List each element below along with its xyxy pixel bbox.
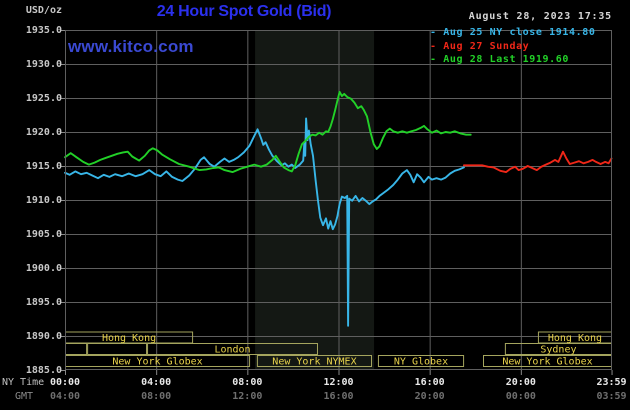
y-tick-label: 1920.0	[25, 126, 62, 138]
gmt-time-tick-label: 00:00	[505, 391, 536, 402]
gmt-time-tick-label: 08:00	[141, 391, 172, 402]
session-label: NY Globex	[394, 357, 448, 368]
axis-ticks	[60, 30, 613, 375]
session-label: New York NYMEX	[272, 357, 356, 368]
session-label: Hong Kong	[102, 333, 156, 344]
session-box-ny-globex	[377, 355, 465, 367]
gridlines	[65, 30, 612, 370]
legend-entry-aug28: - Aug 28 Last 1919.60	[430, 54, 570, 65]
y-tick-label: 1895.0	[25, 296, 62, 308]
gmt-time-tick-label: 03:59	[596, 391, 627, 402]
session-label: Sydney	[540, 345, 576, 356]
series-aug25-close	[64, 117, 465, 327]
kitco-watermark-link[interactable]: www.kitco.com	[68, 37, 194, 56]
plot-border	[65, 30, 612, 370]
y-tick-label: 1925.0	[25, 92, 62, 104]
series-aug28-current	[64, 90, 472, 174]
ny-time-tick-label: 20:00	[505, 377, 536, 388]
session-box-london	[147, 343, 318, 355]
y-tick-label: 1930.0	[25, 58, 62, 70]
legend-entry-aug27: - Aug 27 Sunday	[430, 40, 530, 52]
y-tick-label: 1905.0	[25, 228, 62, 240]
y-tick-label: 1915.0	[25, 160, 62, 172]
ny-time-tick-label: 16:00	[414, 377, 445, 388]
y-tick-label: 1910.0	[25, 194, 62, 206]
y-tick-label: 1900.0	[25, 262, 62, 274]
session-box	[87, 343, 148, 355]
chart-datetime: August 28, 2023 17:35	[468, 11, 612, 22]
session-label: New York Globex	[502, 357, 592, 368]
y-tick-label: 1885.0	[25, 364, 62, 376]
gmt-time-tick-label: 16:00	[323, 391, 354, 402]
ny-time-tick-label: 23:59	[596, 377, 627, 388]
legend-entry-aug25: - Aug 25 NY close 1914.80	[430, 27, 596, 38]
session-label: London	[214, 345, 250, 356]
ny-time-tick-label: 08:00	[232, 377, 263, 388]
session-box-new-york-nymex	[256, 355, 373, 367]
gmt-time-tick-label: 20:00	[414, 391, 445, 402]
gmt-time-tick-label: 04:00	[49, 391, 81, 402]
series-aug27-sunday	[462, 150, 613, 174]
session-label: Hong Kong	[548, 333, 602, 344]
session-box	[65, 343, 88, 355]
gmt-time-tick-label: 12:00	[232, 391, 263, 402]
y-axis-units-label: USD/oz	[25, 5, 62, 16]
ny-time-tick-label: 00:00	[49, 377, 81, 388]
ny-time-axis-label: NY Time	[2, 377, 45, 388]
gmt-axis-label: GMT	[14, 391, 34, 402]
y-tick-label: 1890.0	[25, 330, 62, 342]
ny-time-tick-label: 04:00	[141, 377, 172, 388]
session-label: New York Globex	[112, 357, 202, 368]
chart-title: 24 Hour Spot Gold (Bid)	[156, 3, 332, 20]
ny-time-tick-label: 12:00	[323, 377, 354, 388]
y-tick-label: 1935.0	[25, 24, 62, 36]
